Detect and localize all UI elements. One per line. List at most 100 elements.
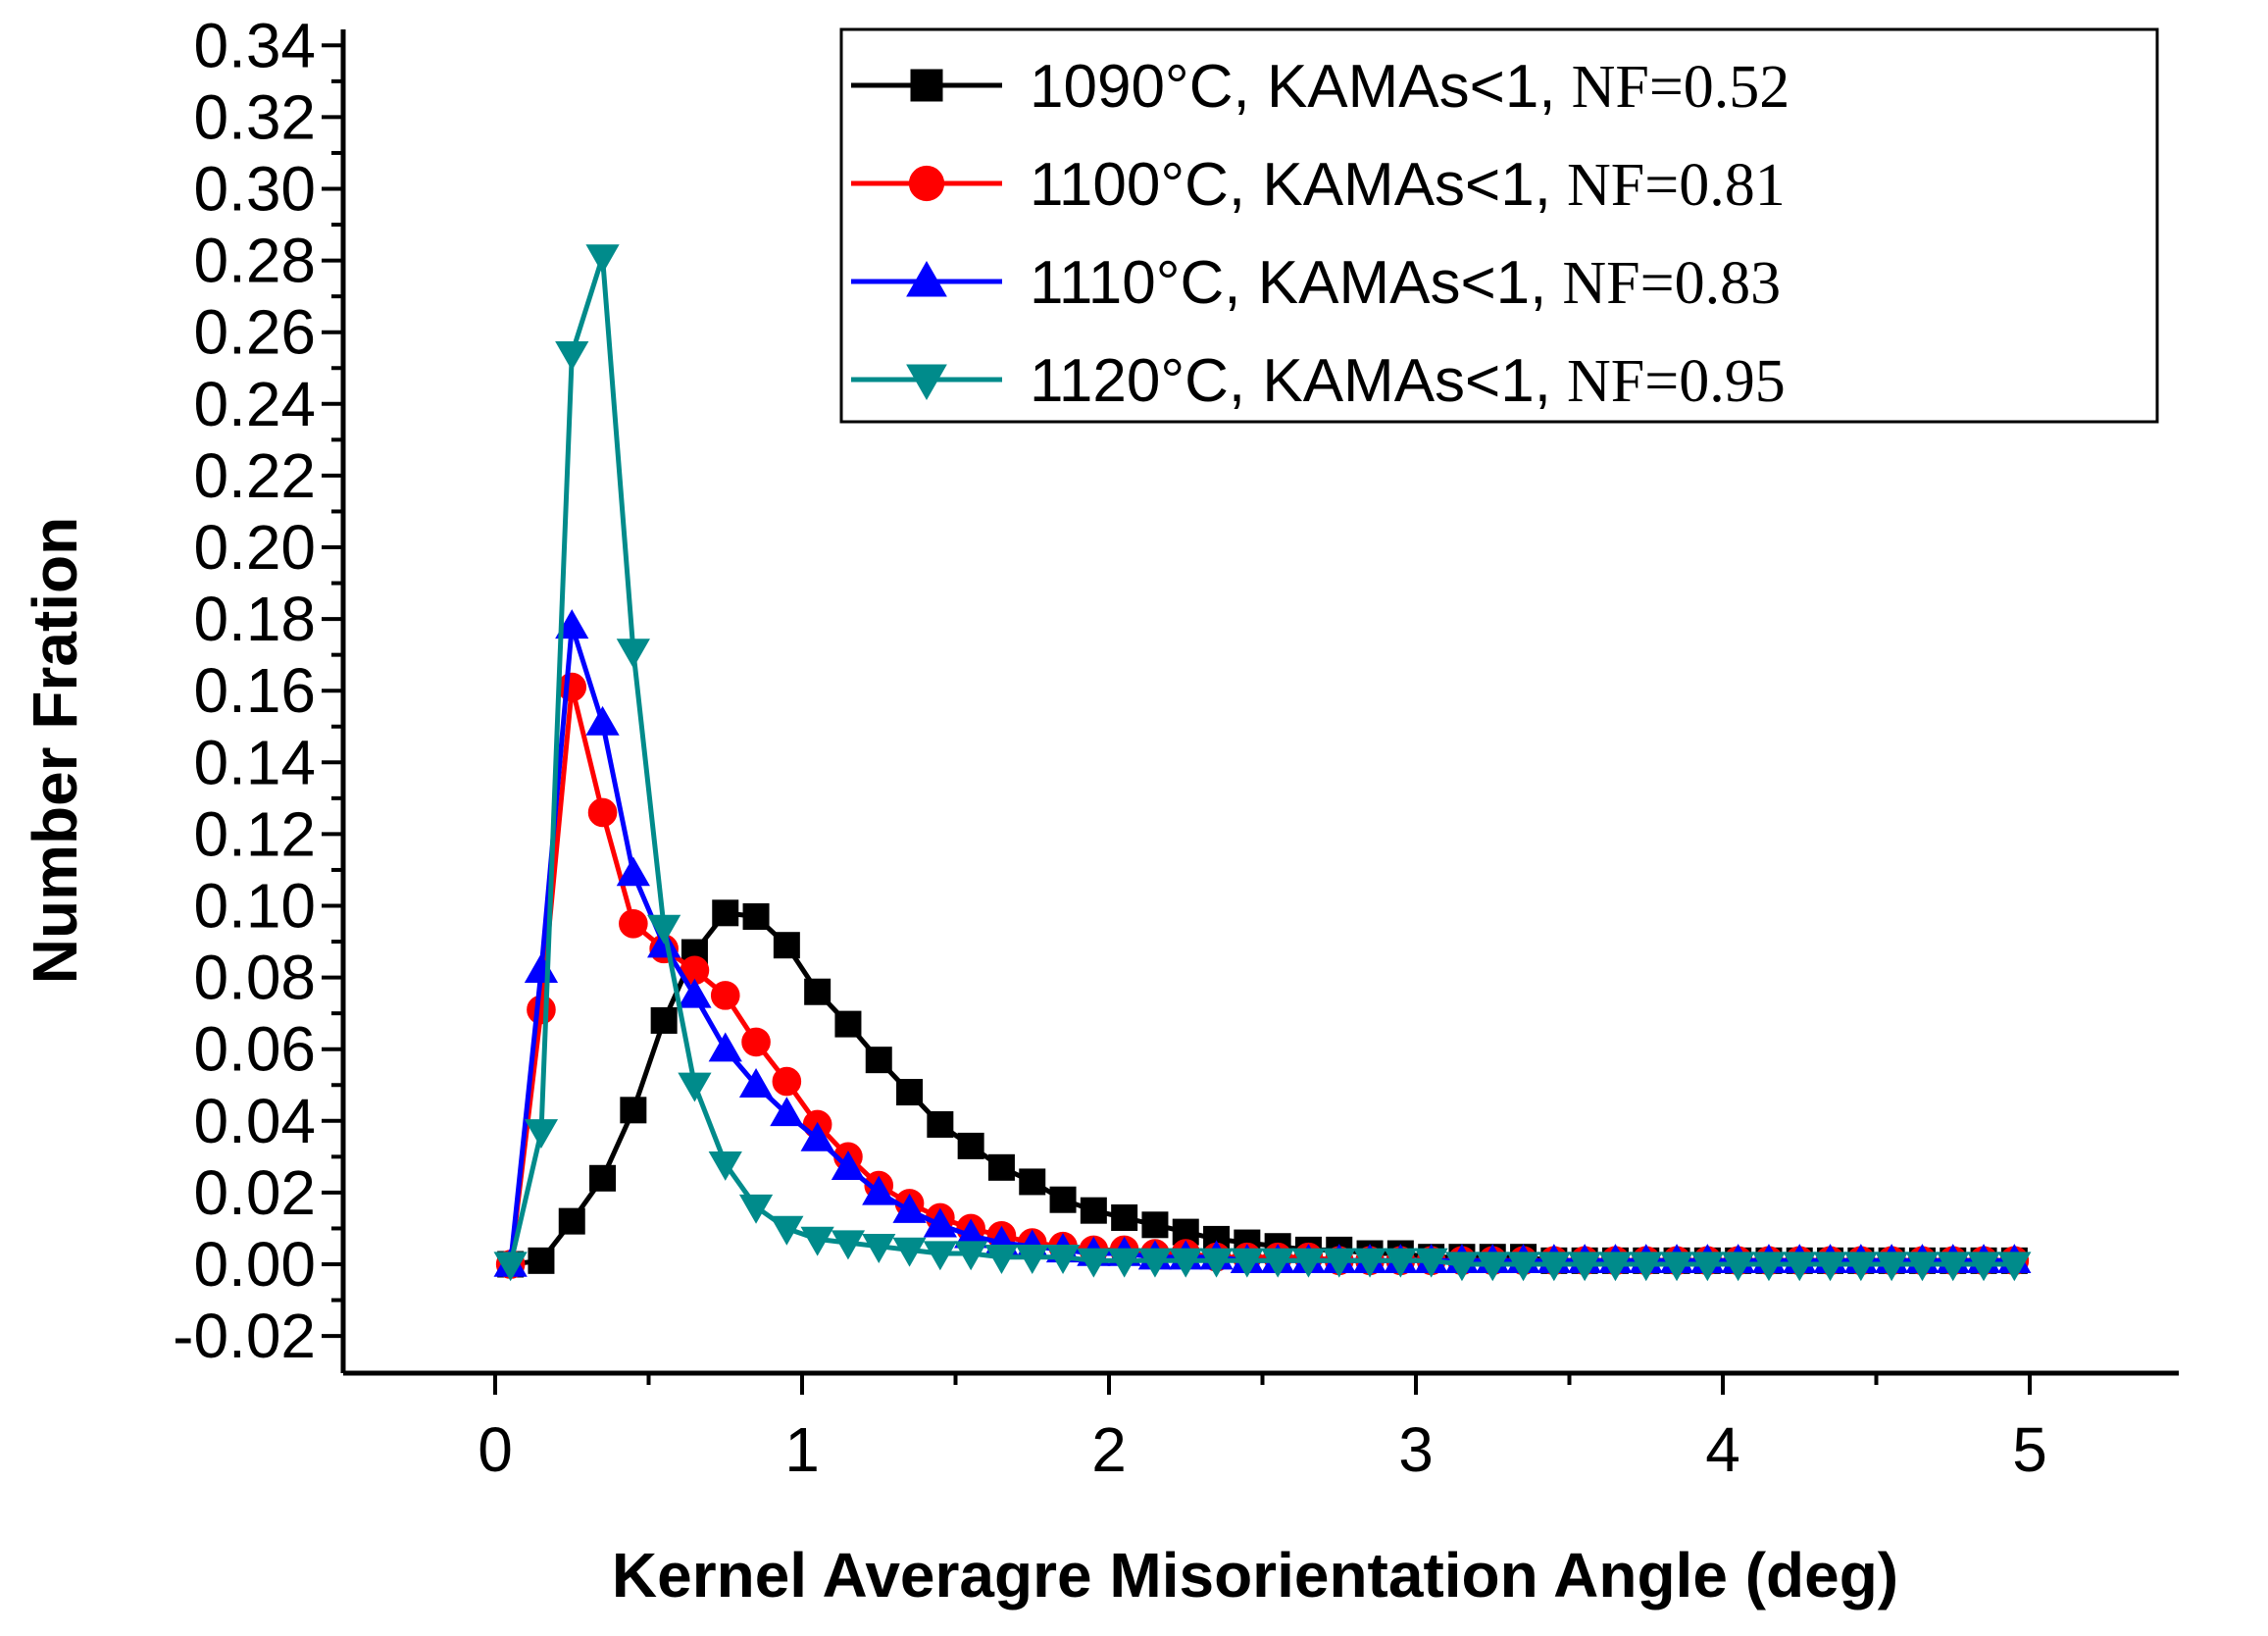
data-point (831, 1230, 866, 1260)
data-point (558, 1207, 585, 1235)
data-point (1352, 1248, 1387, 1278)
data-point (555, 609, 589, 639)
data-point (742, 902, 770, 930)
data-point (1019, 1168, 1046, 1196)
y-tick-label: 0.30 (193, 154, 316, 225)
data-point (772, 1066, 802, 1097)
data-point (954, 1241, 988, 1271)
x-tick-label: 5 (2012, 1414, 2047, 1485)
legend-marker (906, 364, 947, 401)
data-point (984, 1245, 1019, 1274)
x-tick-label: 0 (478, 1414, 513, 1485)
data-point (1137, 1248, 1173, 1278)
data-point (1261, 1248, 1295, 1278)
data-point (987, 1153, 1015, 1181)
y-tick-label: 0.08 (193, 943, 316, 1013)
data-point (1384, 1248, 1418, 1278)
data-point (862, 1234, 896, 1263)
data-point (708, 1150, 742, 1181)
legend-marker (908, 165, 945, 202)
y-tick-label: 0.02 (193, 1157, 316, 1228)
y-axis-ticks: -0.020.000.020.040.060.080.100.120.140.1… (173, 10, 343, 1371)
legend-label-nf: NF=0.81 (1567, 152, 1786, 219)
y-tick-label: 0.04 (193, 1086, 316, 1156)
data-point (800, 1121, 834, 1151)
data-point (1905, 1252, 1940, 1282)
legend-label-nf: NF=0.95 (1567, 348, 1786, 415)
data-point (1230, 1248, 1264, 1278)
data-point (738, 1067, 774, 1098)
y-tick-label: 0.20 (193, 512, 316, 583)
legend-label: 1120°C, KAMAs<1, NF=0.95 (1030, 347, 1786, 415)
data-point (804, 978, 832, 1005)
y-tick-label: 0.28 (193, 226, 316, 296)
x-tick-label: 1 (784, 1414, 820, 1485)
data-point (1997, 1252, 2032, 1282)
data-point (1322, 1248, 1356, 1278)
data-point (927, 1110, 954, 1138)
data-point (708, 1032, 742, 1062)
x-tick-label: 2 (1091, 1414, 1127, 1485)
x-tick-label: 3 (1398, 1414, 1434, 1485)
data-point (524, 953, 559, 983)
data-point (616, 856, 650, 887)
y-tick-label: 0.14 (193, 727, 316, 797)
data-point (773, 932, 800, 959)
series-line (508, 623, 2015, 1265)
legend-label: 1100°C, KAMAs<1, NF=0.81 (1030, 151, 1786, 219)
legend-label-main: 1100°C, KAMAs<1, (1030, 151, 1551, 219)
data-point (1843, 1252, 1878, 1282)
data-point (555, 340, 589, 371)
legend-entry: 1110°C, KAMAs<1, NF=0.83 (851, 249, 1781, 317)
data-point (1169, 1248, 1203, 1278)
data-point (892, 1193, 927, 1223)
data-point (741, 1027, 771, 1057)
data-point (1045, 1245, 1081, 1274)
data-point (1875, 1252, 1909, 1282)
data-point (831, 1150, 866, 1181)
y-tick-label: 0.10 (193, 871, 316, 942)
data-point (1966, 1252, 2001, 1282)
legend-marker (906, 260, 947, 297)
data-point (616, 639, 650, 669)
data-point (923, 1207, 957, 1238)
y-tick-label: 0.00 (193, 1229, 316, 1300)
y-tick-label: 0.16 (193, 655, 316, 726)
data-point (1107, 1248, 1141, 1278)
data-point (1936, 1252, 1970, 1282)
data-point (923, 1241, 957, 1271)
series-2 (495, 672, 2030, 1279)
data-point (678, 978, 712, 1008)
legend-label-main: 1090°C, KAMAs<1, (1030, 53, 1556, 121)
data-point (1690, 1252, 1725, 1282)
data-point (587, 797, 618, 828)
data-point (710, 981, 740, 1010)
legend-entry: 1090°C, KAMAs<1, NF=0.52 (851, 53, 1789, 121)
data-point (1506, 1252, 1540, 1282)
data-point (865, 1047, 892, 1074)
y-tick-label: -0.02 (173, 1301, 316, 1371)
data-point (650, 1006, 678, 1034)
data-point (678, 1072, 712, 1102)
y-tick-label: 0.34 (193, 10, 316, 80)
data-point (770, 1215, 804, 1246)
data-point (585, 244, 620, 275)
data-point (589, 1164, 617, 1192)
data-point (738, 1194, 774, 1224)
data-point (1476, 1252, 1510, 1282)
data-point (585, 705, 620, 736)
y-tick-label: 0.26 (193, 297, 316, 368)
data-point (557, 672, 587, 702)
data-point (1291, 1248, 1326, 1278)
legend-entry: 1100°C, KAMAs<1, NF=0.81 (851, 151, 1786, 219)
y-tick-label: 0.32 (193, 81, 316, 152)
data-point (862, 1175, 896, 1205)
data-point (770, 1097, 804, 1127)
data-point (1414, 1248, 1448, 1278)
legend-label-nf: NF=0.52 (1572, 54, 1790, 121)
data-point (493, 1252, 528, 1282)
series-line (510, 910, 2015, 1267)
data-point (620, 1097, 647, 1124)
